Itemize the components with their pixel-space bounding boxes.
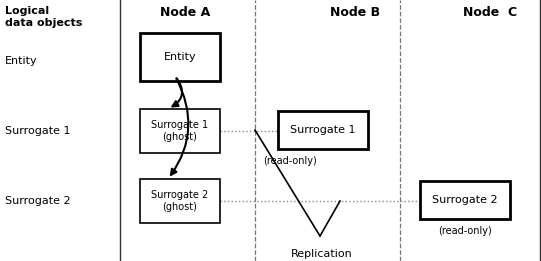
Bar: [420, 181, 510, 219]
Text: Node  C: Node C: [463, 6, 517, 19]
Bar: [140, 179, 220, 223]
Text: Replication: Replication: [291, 249, 353, 259]
Text: Surrogate 2: Surrogate 2: [5, 196, 71, 206]
Text: Surrogate 1
(ghost): Surrogate 1 (ghost): [151, 120, 209, 142]
Text: Entity: Entity: [164, 52, 196, 62]
Text: Surrogate 2
(ghost): Surrogate 2 (ghost): [151, 190, 209, 212]
Bar: [140, 33, 220, 81]
Text: Node B: Node B: [330, 6, 380, 19]
Text: Surrogate 1: Surrogate 1: [291, 125, 356, 135]
Bar: [140, 109, 220, 153]
Text: (read-only): (read-only): [438, 226, 492, 236]
Text: Surrogate 2: Surrogate 2: [432, 195, 498, 205]
Bar: [278, 111, 368, 149]
Text: Logical
data objects: Logical data objects: [5, 6, 82, 28]
Text: Node A: Node A: [160, 6, 210, 19]
Text: Entity: Entity: [5, 56, 38, 66]
Text: Surrogate 1: Surrogate 1: [5, 126, 70, 136]
Text: (read-only): (read-only): [263, 156, 317, 166]
